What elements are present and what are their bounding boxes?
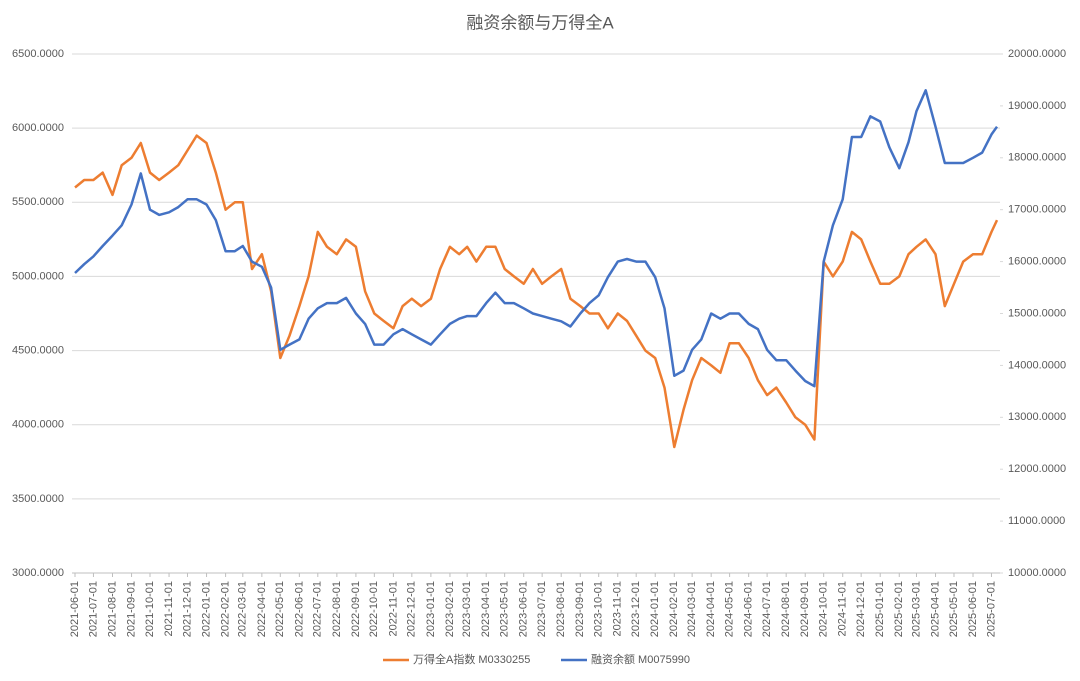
x-tick-label: 2023-10-01 <box>593 581 605 637</box>
x-tick-label: 2022-05-01 <box>274 581 286 637</box>
x-tick-label: 2022-11-01 <box>387 581 399 636</box>
x-tick-label: 2022-09-01 <box>350 581 362 637</box>
x-tick-label: 2024-11-01 <box>837 581 849 636</box>
x-tick-label: 2023-02-01 <box>444 581 456 637</box>
y2-tick-label: 19000.0000 <box>1008 100 1066 112</box>
x-tick-label: 2024-09-01 <box>799 581 811 637</box>
x-tick-label: 2024-01-01 <box>649 581 661 637</box>
y2-tick-label: 20000.0000 <box>1008 48 1066 60</box>
y2-tick-label: 16000.0000 <box>1008 256 1066 268</box>
y2-tick-label: 13000.0000 <box>1008 411 1066 423</box>
x-tick-label: 2023-11-01 <box>612 581 624 636</box>
chart-title: 融资余额与万得全A <box>466 13 614 32</box>
line-series <box>74 134 999 449</box>
y2-tick-label: 10000.0000 <box>1008 567 1066 579</box>
x-tick-label: 2024-03-01 <box>686 581 698 637</box>
x-tick-label: 2023-08-01 <box>555 581 567 637</box>
x-tick-label: 2021-11-01 <box>163 581 175 636</box>
legend-label: 万得全A指数 M0330255 <box>413 652 530 666</box>
x-tick-label: 2025-07-01 <box>985 581 997 637</box>
x-tick-label: 2021-06-01 <box>69 581 81 637</box>
x-tick-label: 2022-04-01 <box>256 581 268 637</box>
x-tick-label: 2023-12-01 <box>630 581 642 637</box>
x-tick-label: 2025-01-01 <box>874 581 886 637</box>
x-tick-label: 2025-02-01 <box>893 581 905 637</box>
y2-tick-label: 15000.0000 <box>1008 307 1066 319</box>
y-tick-label: 3500.0000 <box>12 493 64 505</box>
x-tick-label: 2025-04-01 <box>929 581 941 637</box>
y-tick-label: 3000.0000 <box>12 567 64 579</box>
line-series <box>74 89 999 388</box>
x-tick-label: 2023-01-01 <box>425 581 437 637</box>
x-tick-label: 2024-06-01 <box>743 581 755 637</box>
x-tick-label: 2024-08-01 <box>780 581 792 637</box>
x-tick-label: 2021-08-01 <box>106 581 118 637</box>
y2-tick-label: 17000.0000 <box>1008 204 1066 216</box>
x-tick-label: 2023-03-01 <box>461 581 473 637</box>
x-tick-label: 2021-07-01 <box>87 581 99 637</box>
x-tick-label: 2022-10-01 <box>368 581 380 637</box>
x-tick-label: 2022-03-01 <box>237 581 249 637</box>
x-tick-label: 2025-05-01 <box>948 581 960 637</box>
x-tick-label: 2025-03-01 <box>910 581 922 637</box>
x-tick-label: 2021-09-01 <box>125 581 137 637</box>
x-tick-label: 2022-06-01 <box>293 581 305 637</box>
x-tick-label: 2022-07-01 <box>312 581 324 637</box>
x-tick-label: 2022-08-01 <box>331 581 343 637</box>
y-tick-label: 6000.0000 <box>12 122 64 134</box>
x-tick-label: 2023-07-01 <box>536 581 548 637</box>
y2-tick-label: 14000.0000 <box>1008 359 1066 371</box>
x-tick-label: 2023-09-01 <box>574 581 586 637</box>
x-tick-label: 2022-12-01 <box>406 581 418 637</box>
x-tick-label: 2024-02-01 <box>668 581 680 637</box>
x-tick-label: 2022-02-01 <box>219 581 231 637</box>
x-tick-label: 2023-06-01 <box>518 581 530 637</box>
x-tick-label: 2021-12-01 <box>181 581 193 637</box>
x-tick-label: 2024-12-01 <box>855 581 867 637</box>
y-tick-label: 5000.0000 <box>12 270 64 282</box>
y-tick-label: 4500.0000 <box>12 344 64 356</box>
x-tick-label: 2021-10-01 <box>144 581 156 637</box>
y-tick-label: 6500.0000 <box>12 48 64 60</box>
y2-tick-label: 12000.0000 <box>1008 463 1066 475</box>
x-tick-label: 2025-06-01 <box>967 581 979 637</box>
x-tick-label: 2024-04-01 <box>705 581 717 637</box>
y-tick-label: 4000.0000 <box>12 419 64 431</box>
x-tick-label: 2023-04-01 <box>480 581 492 637</box>
y2-tick-label: 18000.0000 <box>1008 152 1066 164</box>
x-tick-label: 2024-07-01 <box>761 581 773 637</box>
x-tick-label: 2024-05-01 <box>724 581 736 637</box>
y-tick-label: 5500.0000 <box>12 196 64 208</box>
x-tick-label: 2024-10-01 <box>818 581 830 637</box>
x-tick-label: 2023-05-01 <box>499 581 511 637</box>
x-tick-label: 2022-01-01 <box>200 581 212 637</box>
y2-tick-label: 11000.0000 <box>1008 515 1065 527</box>
legend-label: 融资余额 M0075990 <box>591 652 690 666</box>
